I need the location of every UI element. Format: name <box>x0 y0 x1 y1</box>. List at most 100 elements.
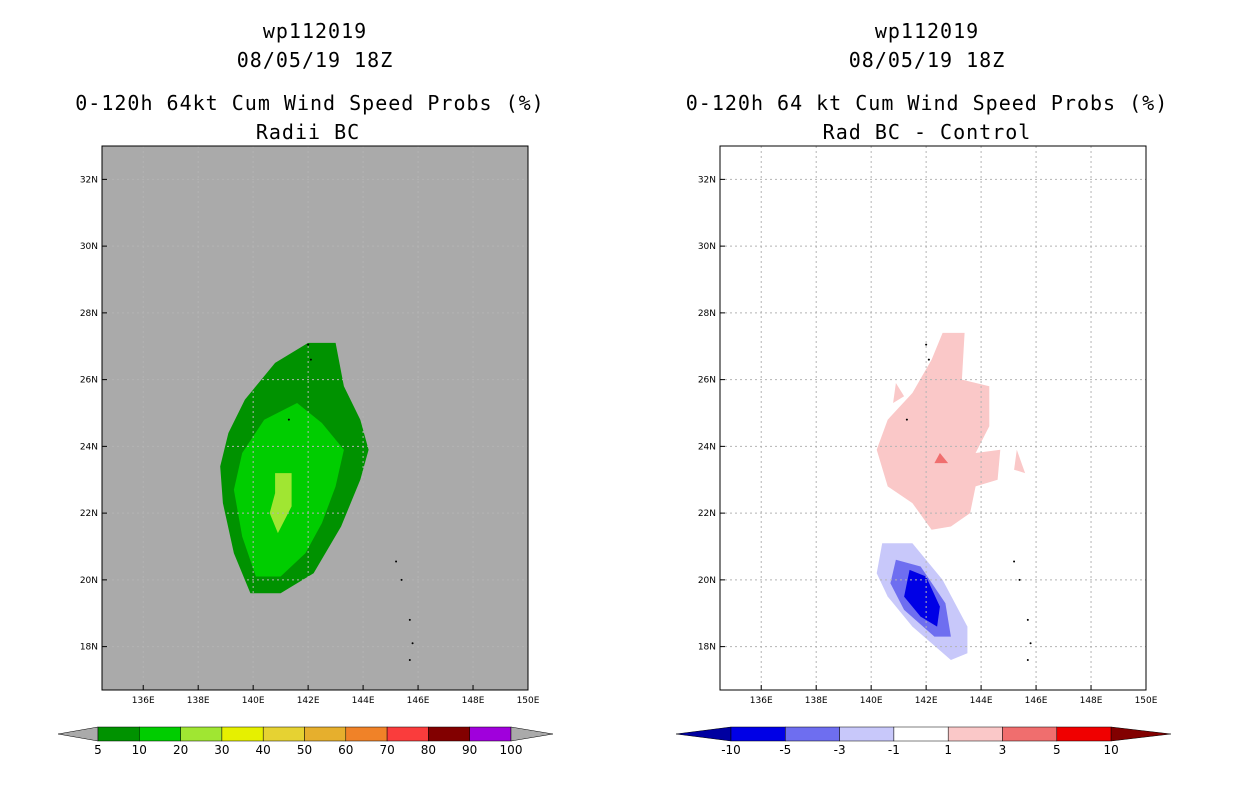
right-colorbar-label-7: 10 <box>1103 743 1118 757</box>
left-xtick-label-2: 140E <box>242 696 265 706</box>
left-island-6 <box>411 642 414 645</box>
left-chart-panel: wp112019 08/05/19 18Z 0-120h 64kt Cum Wi… <box>57 19 554 757</box>
right-xtick-label-0: 136E <box>750 696 773 706</box>
left-colorbar-label-9: 90 <box>462 743 477 757</box>
right-xtick-label-4: 144E <box>970 696 993 706</box>
left-ytick-label-4: 26N <box>80 376 98 386</box>
right-contour-2 <box>1014 449 1026 474</box>
left-xtick-label-3: 142E <box>297 696 320 706</box>
right-date: 08/05/19 18Z <box>849 48 1006 72</box>
left-xtick-label-6: 148E <box>462 696 485 706</box>
left-colorbar-label-7: 70 <box>379 743 394 757</box>
right-colorbar-swatch-3 <box>893 726 949 742</box>
right-plot-area: 136E 138E 140E 142E 144E 146E 148E 150E 18N 20N 22… <box>698 145 1158 706</box>
left-xtick-label-1: 138E <box>187 696 210 706</box>
left-colorbar-swatch-6 <box>345 726 388 742</box>
left-colorbar-swatch-0 <box>97 726 140 742</box>
right-colorbar-over-triangle <box>1110 726 1172 742</box>
right-xtick-label-6: 148E <box>1080 696 1103 706</box>
left-colorbar-swatch-5 <box>304 726 347 742</box>
right-plot-frame <box>719 145 1147 691</box>
right-colorbar-label-4: 1 <box>944 743 952 757</box>
right-colorbar-swatch-0 <box>730 726 786 742</box>
right-colorbar-label-0: -10 <box>721 743 741 757</box>
left-colorbar-swatch-4 <box>262 726 305 742</box>
left-colorbar-label-1: 10 <box>132 743 147 757</box>
right-contour-1 <box>893 383 905 403</box>
left-ytick-label-0: 18N <box>80 643 98 653</box>
left-storm-id: wp112019 <box>263 19 367 43</box>
left-colorbar: 5 10 20 30 40 50 60 70 80 90 100 <box>57 726 554 757</box>
right-island-7 <box>1026 658 1029 661</box>
right-xtick-label-7: 150E <box>1135 696 1158 706</box>
right-colorbar-swatch-5 <box>1002 726 1058 742</box>
left-island-5 <box>408 618 411 621</box>
left-island-7 <box>408 658 411 661</box>
left-xtick-label-5: 146E <box>407 696 430 706</box>
right-colorbar-label-6: 5 <box>1053 743 1061 757</box>
right-colorbar-swatch-1 <box>785 726 840 742</box>
left-island-2 <box>287 418 290 421</box>
right-storm-id: wp112019 <box>875 19 979 43</box>
right-contour-0 <box>876 332 1001 530</box>
right-ytick-label-5: 28N <box>698 309 716 319</box>
left-colorbar-swatch-9 <box>469 726 512 742</box>
right-ytick-label-6: 30N <box>698 242 716 252</box>
right-xtick-label-2: 140E <box>860 696 883 706</box>
right-colorbar: -10 -5 -3 -1 1 3 5 10 <box>675 726 1172 757</box>
left-ytick-label-5: 28N <box>80 309 98 319</box>
right-island-1 <box>927 358 930 361</box>
left-colorbar-over-triangle <box>510 726 554 742</box>
left-colorbar-swatch-1 <box>139 726 181 742</box>
left-ytick-label-1: 20N <box>80 576 98 586</box>
right-ytick-label-7: 32N <box>698 175 716 185</box>
right-colorbar-label-3: -1 <box>888 743 900 757</box>
left-colorbar-swatch-7 <box>386 726 429 742</box>
left-colorbar-label-8: 80 <box>421 743 436 757</box>
right-chart-panel: wp112019 08/05/19 18Z 0-120h 64 kt Cum W… <box>675 19 1172 757</box>
right-island-5 <box>1026 618 1029 621</box>
right-contour-6 <box>904 569 940 627</box>
right-ytick-label-0: 18N <box>698 643 716 653</box>
right-island-0 <box>925 343 928 346</box>
left-ytick-label-2: 22N <box>80 509 98 519</box>
right-chart-title: 0-120h 64 kt Cum Wind Speed Probs (%) <box>686 91 1169 115</box>
left-chart-title: 0-120h 64kt Cum Wind Speed Probs (%) <box>75 91 544 115</box>
left-island-3 <box>395 560 398 563</box>
right-colorbar-label-1: -5 <box>779 743 791 757</box>
left-colorbar-label-2: 20 <box>173 743 188 757</box>
right-colorbar-swatch-6 <box>1056 726 1112 742</box>
left-colorbar-swatch-2 <box>180 726 223 742</box>
left-ytick-label-3: 24N <box>80 442 98 452</box>
right-ytick-label-4: 26N <box>698 376 716 386</box>
left-ytick-label-7: 32N <box>80 175 98 185</box>
left-xtick-label-4: 144E <box>352 696 375 706</box>
left-chart-subtitle: Radii BC <box>256 120 360 144</box>
right-island-6 <box>1029 642 1032 645</box>
left-colorbar-under-triangle <box>57 726 99 742</box>
left-island-0 <box>307 343 310 346</box>
left-xtick-label-7: 150E <box>517 696 540 706</box>
right-island-4 <box>1018 578 1021 581</box>
right-colorbar-swatch-2 <box>839 726 895 742</box>
left-colorbar-label-0: 5 <box>94 743 102 757</box>
left-xtick-label-0: 136E <box>132 696 155 706</box>
left-island-1 <box>309 358 312 361</box>
left-colorbar-label-4: 40 <box>256 743 271 757</box>
right-ytick-label-3: 24N <box>698 442 716 452</box>
right-colorbar-label-2: -3 <box>834 743 846 757</box>
left-plot-frame <box>101 145 529 691</box>
right-xtick-label-3: 142E <box>915 696 938 706</box>
left-colorbar-label-10: 100 <box>500 743 523 757</box>
right-colorbar-swatch-4 <box>947 726 1003 742</box>
right-ytick-label-2: 22N <box>698 509 716 519</box>
right-contour-3 <box>934 453 949 464</box>
right-colorbar-label-5: 3 <box>999 743 1007 757</box>
left-ytick-label-6: 30N <box>80 242 98 252</box>
right-island-2 <box>905 418 908 421</box>
left-plot-area: 136E 138E 140E 142E 144E 146E 148E 150E 18N 20N 22… <box>80 145 540 706</box>
left-contour-2 <box>269 473 292 534</box>
left-island-4 <box>400 578 403 581</box>
right-colorbar-under-triangle <box>675 726 732 742</box>
